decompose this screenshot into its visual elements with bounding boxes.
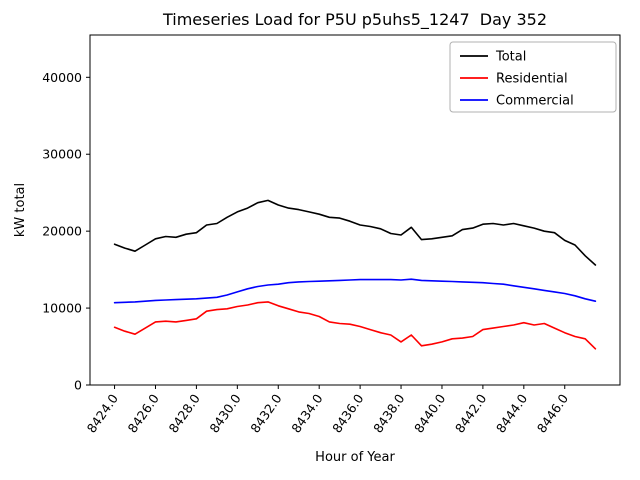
y-tick-label: 20000	[42, 224, 82, 239]
y-tick-label: 40000	[42, 70, 82, 85]
y-axis-label: kW total	[13, 183, 28, 237]
x-tick-label: 8436.0	[329, 391, 366, 435]
legend: Total Residential Commercial	[449, 41, 617, 113]
series-line-residential	[113, 301, 597, 350]
x-tick-label: 8434.0	[288, 391, 325, 435]
x-tick-label: 8440.0	[411, 391, 448, 435]
axes-frame	[89, 34, 621, 386]
legend-label-commercial: Commercial	[496, 94, 574, 109]
y-tick-label: 0	[74, 378, 82, 393]
x-tick-label: 8444.0	[493, 391, 530, 435]
x-tick-label: 8432.0	[247, 391, 284, 435]
x-tick-label: 8446.0	[534, 391, 571, 435]
legend-label-total: Total	[495, 50, 526, 65]
x-axis-label: Hour of Year	[315, 450, 395, 465]
series-line-total	[113, 199, 597, 266]
axes-spines	[89, 34, 621, 386]
x-tick-label: 8442.0	[452, 391, 489, 435]
legend-label-residential: Residential	[496, 72, 568, 87]
y-ticks: 0 10000 20000 30000 40000	[42, 70, 90, 393]
x-tick-label: 8426.0	[125, 391, 162, 435]
chart-title: Timeseries Load for P5U p5uhs5_1247 Day …	[162, 10, 547, 30]
x-ticks: 8424.0 8426.0 8428.0 8430.0 8432.0 8434.0 8436…	[84, 385, 571, 436]
x-tick-label: 8424.0	[84, 391, 121, 435]
x-tick-label: 8430.0	[206, 391, 243, 435]
y-tick-label: 10000	[42, 301, 82, 316]
x-tick-label: 8428.0	[165, 391, 202, 435]
legend-frame	[449, 41, 617, 113]
series-lines	[113, 199, 597, 350]
x-tick-label: 8438.0	[370, 391, 407, 435]
series-line-commercial	[113, 278, 597, 304]
y-tick-label: 30000	[42, 147, 82, 162]
